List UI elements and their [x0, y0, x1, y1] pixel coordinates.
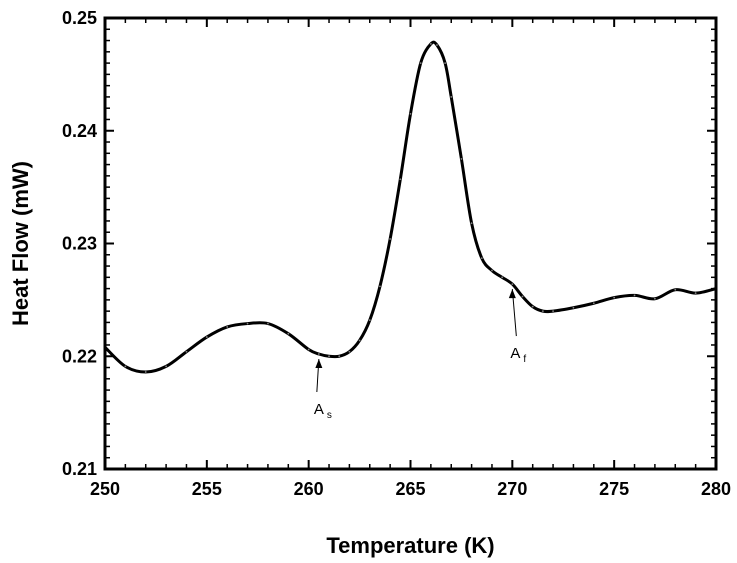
data-point	[368, 319, 371, 322]
data-point	[144, 371, 147, 373]
plot-frame	[103, 16, 718, 471]
data-point	[511, 283, 514, 285]
data-point	[460, 158, 463, 160]
data-point	[674, 288, 677, 291]
x-tick-label: 265	[395, 479, 425, 499]
annotation-subscript: f	[523, 354, 526, 365]
data-point	[654, 297, 656, 300]
data-point	[429, 43, 432, 45]
x-tick-label: 275	[599, 479, 629, 499]
data-point	[501, 276, 504, 279]
data-point	[226, 326, 229, 328]
x-tick-label: 250	[90, 479, 120, 499]
y-tick-label: 0.25	[62, 8, 97, 28]
x-tick-label: 260	[294, 479, 324, 499]
data-point	[419, 62, 422, 64]
y-axis-title: Heat Flow (mW)	[8, 161, 33, 326]
data-point	[613, 296, 616, 299]
data-point	[572, 306, 575, 309]
data-point	[287, 332, 290, 335]
data-point	[338, 355, 341, 358]
data-point	[480, 257, 483, 260]
data-point	[317, 353, 320, 355]
heat-flow-line	[103, 40, 717, 374]
x-tick-label: 255	[192, 479, 222, 499]
y-tick-label: 0.22	[62, 346, 97, 366]
data-point	[491, 269, 493, 272]
data-point	[436, 44, 438, 46]
series-layer	[103, 40, 717, 374]
data-point	[531, 305, 534, 308]
data-point	[399, 178, 402, 181]
data-point	[633, 294, 636, 297]
x-axis-title: Temperature (K)	[326, 533, 494, 558]
data-point	[409, 112, 412, 115]
data-point	[541, 310, 544, 313]
annotation-label: A	[510, 345, 520, 362]
data-point	[348, 350, 351, 353]
data-point	[165, 365, 168, 368]
data-point	[470, 222, 473, 225]
annotation-label: A	[314, 401, 324, 418]
data-point	[246, 322, 249, 325]
data-point	[307, 348, 310, 351]
data-point	[205, 336, 208, 338]
data-point	[124, 365, 127, 368]
y-tick-label: 0.21	[62, 459, 97, 479]
x-tick-label: 270	[497, 479, 527, 499]
data-point	[358, 339, 361, 342]
data-point	[521, 295, 524, 298]
x-tick-label: 280	[701, 479, 731, 499]
data-point	[592, 302, 595, 305]
annotation-arrowhead	[508, 289, 516, 299]
data-point	[694, 292, 697, 295]
data-point	[444, 62, 447, 64]
axis-ticks: 250 255 260 265 270 275 280 0.21 0.22 0.23 0.24 0.2…	[62, 8, 731, 499]
data-point	[552, 310, 554, 313]
y-tick-label: 0.23	[62, 234, 97, 254]
data-point	[267, 322, 269, 325]
data-point	[328, 355, 330, 358]
data-point	[379, 285, 381, 288]
annotation-subscript: s	[327, 410, 332, 421]
data-point	[450, 96, 453, 98]
annotation-arrowhead	[315, 358, 323, 368]
y-tick-label: 0.24	[62, 121, 97, 141]
data-point	[185, 350, 188, 353]
data-point	[389, 238, 392, 240]
